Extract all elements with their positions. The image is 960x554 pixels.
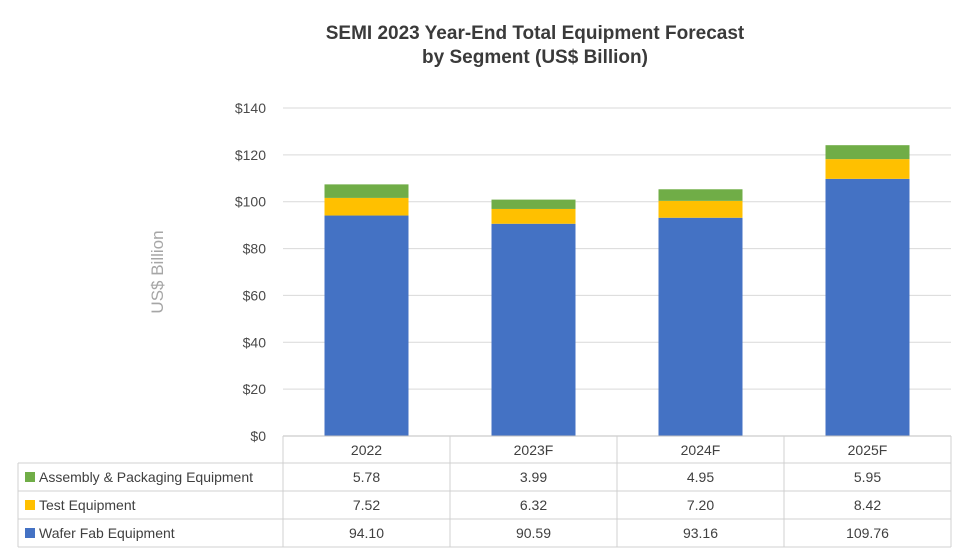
legend-swatch	[25, 528, 35, 538]
y-tick-label: $40	[243, 334, 267, 350]
table-value: 94.10	[349, 525, 384, 541]
y-tick-label: $0	[250, 428, 266, 444]
y-tick-label: $120	[235, 147, 266, 163]
table-value: 7.52	[353, 497, 380, 513]
bar-segment-wafer-fab-equipment-2024f	[658, 217, 743, 436]
chart-title: SEMI 2023 Year-End Total Equipment Forec…	[0, 22, 960, 70]
bar-segment-test-equipment-2024f	[658, 200, 743, 218]
table-value: 5.95	[854, 469, 881, 485]
bar-segment-wafer-fab-equipment-2025f	[825, 178, 910, 436]
table-value: 90.59	[516, 525, 551, 541]
bar-segment-test-equipment-2023f	[491, 208, 576, 224]
x-category-label: 2025F	[848, 442, 888, 458]
x-category-label: 2022	[351, 442, 382, 458]
bar-segment-assembly-packaging-equipment-2025f	[825, 145, 910, 160]
y-tick-label: $140	[235, 100, 266, 116]
x-category-label: 2023F	[514, 442, 554, 458]
table-value: 7.20	[687, 497, 714, 513]
data-table: 2022 2023F 2024F 2025F Assembly & Packaging …	[17, 435, 952, 548]
bar-segment-test-equipment-2022	[324, 197, 409, 216]
table-value: 5.78	[353, 469, 380, 485]
legend-label: Wafer Fab Equipment	[39, 525, 175, 541]
chart-title-line-1: SEMI 2023 Year-End Total Equipment Forec…	[325, 23, 745, 44]
table-value: 6.32	[520, 497, 547, 513]
y-tick-label: $20	[243, 381, 267, 397]
table-value: 8.42	[854, 497, 881, 513]
y-tick-label: $100	[235, 194, 266, 210]
legend-swatch	[25, 472, 35, 482]
legend-label: Assembly & Packaging Equipment	[39, 469, 253, 485]
table-value: 3.99	[520, 469, 547, 485]
y-axis-ticks: $0 $20 $40 $60 $80 $100 $120 $140	[235, 100, 266, 444]
x-category-label: 2024F	[681, 442, 721, 458]
bar-segment-test-equipment-2025f	[825, 159, 910, 179]
bar-segment-wafer-fab-equipment-2023f	[491, 223, 576, 436]
y-tick-label: $60	[243, 287, 267, 303]
legend-swatch	[25, 500, 35, 510]
chart-title-line-2: by Segment (US$ Billion)	[422, 47, 648, 68]
bar-segment-wafer-fab-equipment-2022	[324, 215, 409, 436]
y-tick-label: $80	[243, 241, 267, 257]
table-value: 109.76	[846, 525, 889, 541]
y-axis-label: US$ Billion	[148, 230, 167, 313]
table-value: 93.16	[683, 525, 718, 541]
bar-segment-assembly-packaging-equipment-2022	[324, 184, 409, 198]
bars	[324, 145, 910, 436]
table-value: 4.95	[687, 469, 714, 485]
bar-segment-assembly-packaging-equipment-2024f	[658, 189, 743, 201]
legend-label: Test Equipment	[39, 497, 136, 513]
bar-segment-assembly-packaging-equipment-2023f	[491, 199, 576, 209]
